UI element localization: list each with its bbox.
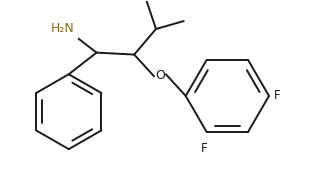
Text: F: F <box>274 89 281 102</box>
Text: H₂N: H₂N <box>51 22 75 35</box>
Text: O: O <box>155 69 165 82</box>
Text: F: F <box>201 142 208 155</box>
